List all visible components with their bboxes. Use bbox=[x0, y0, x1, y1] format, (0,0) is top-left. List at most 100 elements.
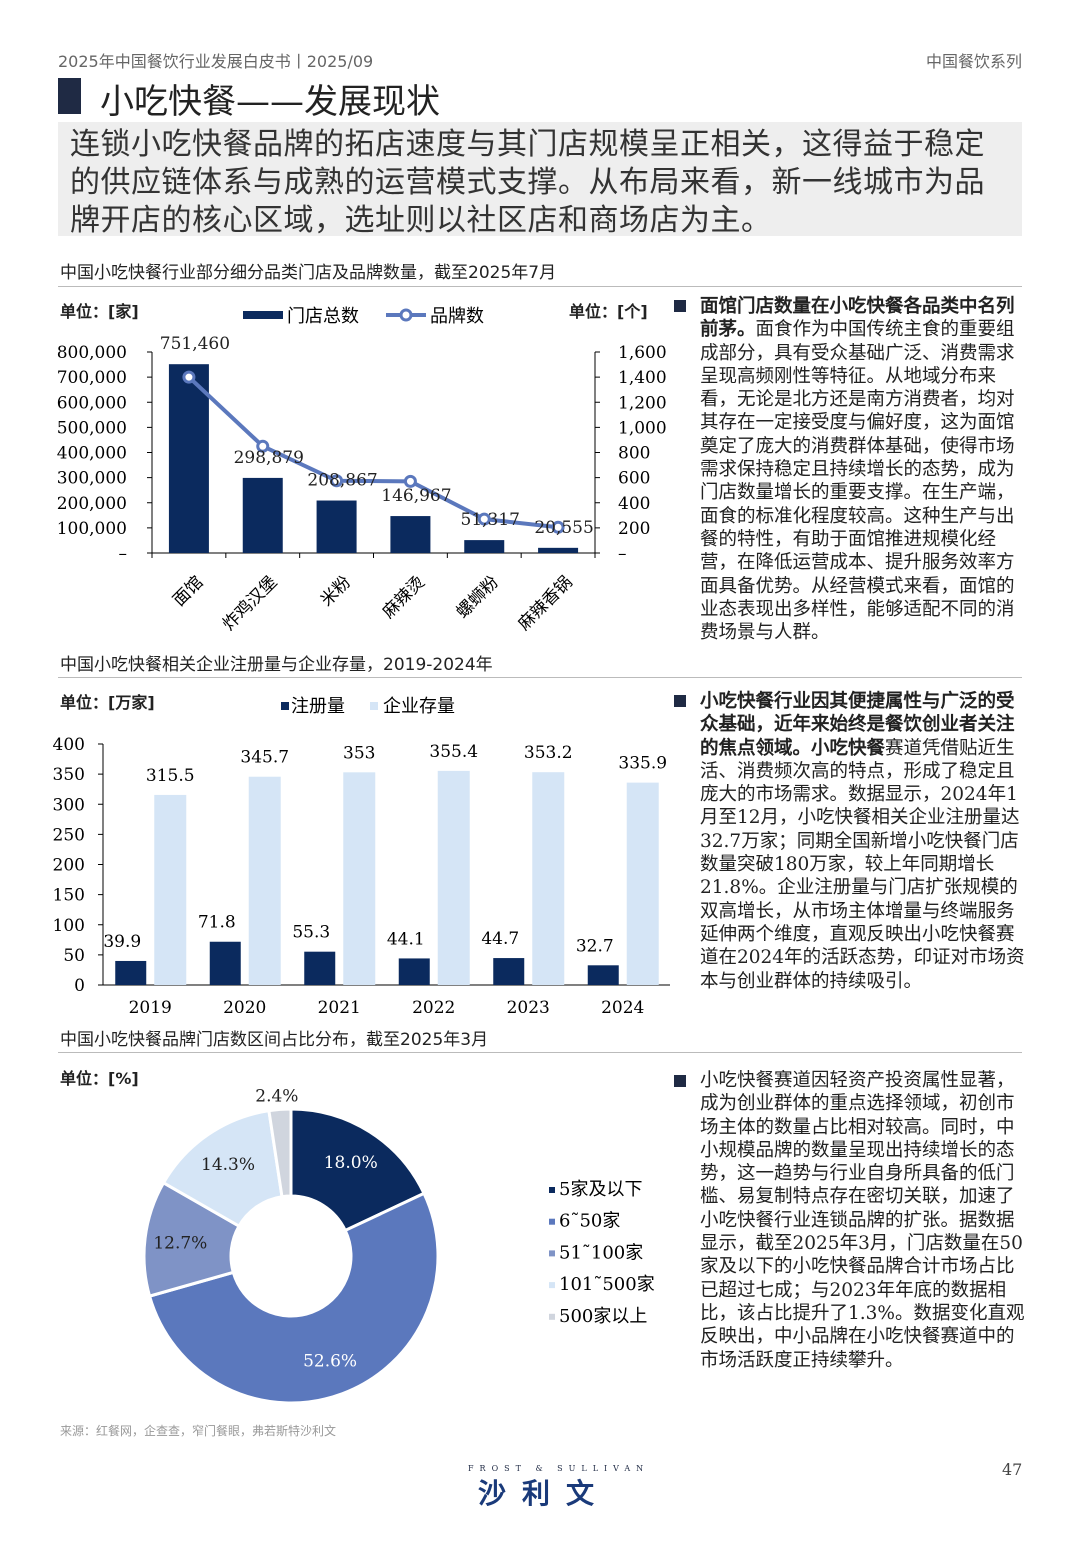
bar-stock bbox=[248, 776, 281, 985]
bullet-icon bbox=[674, 300, 686, 312]
bar-value-label: 44.1 bbox=[387, 929, 425, 949]
bar-registrations bbox=[493, 958, 525, 985]
y-tick-right: 1,400 bbox=[618, 368, 667, 388]
bar-stock bbox=[154, 794, 187, 985]
y-tick-right: 400 bbox=[618, 494, 650, 514]
chart-brand-distribution: 18.0% 52.6% 12.7% 14.3% 2.4% 5家及以下 6˜50家 51˜100… bbox=[142, 1086, 655, 1405]
x-tick-label: 2020 bbox=[223, 998, 266, 1018]
bar-value-label: 353.2 bbox=[524, 743, 573, 763]
slice-label: 2.4% bbox=[255, 1086, 298, 1106]
legend-label: 51˜100家 bbox=[559, 1242, 643, 1263]
y-tick-right: 200 bbox=[618, 519, 650, 539]
point-brands bbox=[330, 474, 344, 488]
legend-label-stock: 企业存量 bbox=[383, 696, 455, 717]
bar-stores bbox=[464, 540, 505, 553]
bar-value-label: 353 bbox=[343, 743, 375, 763]
x-tick-label: 螺蛳粉 bbox=[453, 572, 503, 622]
x-tick-label: 2022 bbox=[412, 998, 455, 1018]
x-tick-label: 麻辣香锅 bbox=[514, 572, 576, 634]
logo-en: FROST & SULLIVAN bbox=[468, 1464, 650, 1473]
section1-text: 面馆门店数量在小吃快餐各品类中名列前茅。面食作为中国传统主食的重要组成部分，具有… bbox=[700, 295, 1030, 644]
chart-registrations: 0 50 100 150 200 250 300 350 400 39.9 315.5 2019 71.… bbox=[53, 696, 670, 1018]
bar-value-label: 39.9 bbox=[103, 932, 141, 952]
bar-registrations bbox=[304, 951, 336, 985]
chart3-title: 中国小吃快餐品牌门店数区间占比分布，截至2025年3月 bbox=[60, 1030, 489, 1050]
bar-value-label: 335.9 bbox=[618, 754, 667, 774]
chart-stores-brands: – – 100,000 200 200,000 400 300,000 600 400,000 8… bbox=[57, 306, 667, 635]
bar-value-label: 345.7 bbox=[240, 748, 289, 768]
legend-label: 5家及以下 bbox=[559, 1179, 642, 1200]
pie-slice bbox=[289, 1107, 427, 1233]
bar-registrations bbox=[209, 941, 241, 985]
y-tick-left: 700,000 bbox=[57, 368, 127, 388]
bar-value-label: 44.7 bbox=[481, 929, 519, 949]
bar-stores bbox=[390, 516, 431, 553]
slice-label: 12.7% bbox=[153, 1233, 207, 1253]
y-tick-right: – bbox=[618, 544, 627, 564]
divider bbox=[58, 677, 1022, 678]
y-tick-left: 400,000 bbox=[57, 444, 127, 464]
source-note: 来源：红餐网，企查查，窄门餐眼，弗若斯特沙利文 bbox=[60, 1424, 337, 1438]
point-brands bbox=[551, 520, 565, 534]
y-tick-right: 800 bbox=[618, 444, 650, 464]
title-marker bbox=[58, 78, 81, 114]
point-brands bbox=[256, 439, 270, 453]
chart2-unit: 单位：[万家] bbox=[60, 693, 155, 712]
legend-swatch bbox=[549, 1187, 555, 1193]
y-tick: 200 bbox=[53, 856, 85, 876]
bullet-icon bbox=[674, 1075, 686, 1087]
section2-body: 赛道凭借贴近生活、消费频次高的特点，形成了稳定且庞大的市场需求。数据显示，202… bbox=[700, 737, 1025, 992]
section1-body: 面食作为中国传统主食的重要组成部分，具有受众基础广泛、消费需求呈现高频刚性等特征… bbox=[700, 319, 1015, 644]
y-tick: 100 bbox=[53, 916, 85, 936]
legend-swatch bbox=[549, 1282, 555, 1289]
bar-value-label: 20,555 bbox=[534, 518, 593, 538]
slice-label: 14.3% bbox=[201, 1155, 255, 1175]
legend-swatch bbox=[549, 1250, 555, 1257]
pie-slice bbox=[147, 1191, 440, 1405]
x-tick-label: 米粉 bbox=[317, 572, 355, 610]
pie-slice bbox=[267, 1107, 293, 1199]
divider bbox=[58, 1052, 1022, 1053]
divider bbox=[58, 286, 1022, 287]
bullet-icon bbox=[674, 695, 686, 707]
y-tick-left: 300,000 bbox=[57, 469, 127, 489]
bar-registrations bbox=[587, 965, 619, 985]
y-tick-right: 600 bbox=[618, 469, 650, 489]
page-number: 47 bbox=[1002, 1460, 1023, 1479]
bar-stock bbox=[626, 782, 659, 985]
bar-registrations bbox=[398, 958, 430, 985]
legend-label: 101˜500家 bbox=[559, 1274, 655, 1295]
x-tick-label: 麻辣烫 bbox=[379, 572, 429, 622]
bar-stores bbox=[242, 477, 283, 553]
slice-label: 52.6% bbox=[303, 1351, 357, 1371]
legend-label: 6˜50家 bbox=[559, 1211, 620, 1232]
y-tick-right: 1,600 bbox=[618, 343, 667, 363]
bar-stores bbox=[538, 547, 579, 553]
legend-label: 500家以上 bbox=[559, 1306, 647, 1327]
point-brands bbox=[403, 474, 417, 488]
legend-marker-brands bbox=[399, 308, 413, 322]
logo: 沙利文 bbox=[478, 1477, 611, 1510]
legend-label-registrations: 注册量 bbox=[291, 696, 345, 717]
y-tick: 150 bbox=[53, 886, 85, 906]
chart1-title: 中国小吃快餐行业部分细分品类门店及品牌数量，截至2025年7月 bbox=[60, 263, 557, 283]
y-tick-left: 200,000 bbox=[57, 494, 127, 514]
legend-label-brands: 品牌数 bbox=[430, 306, 484, 327]
y-tick: 50 bbox=[63, 946, 85, 966]
bar-registrations bbox=[115, 960, 147, 985]
legend-swatch-stores bbox=[243, 311, 283, 319]
chart3-unit: 单位：[%] bbox=[60, 1069, 139, 1088]
section2-lead: 小吃快餐行业因其便捷属性与广泛的受众基础，近年来始终是餐饮创业者关注的焦点领域。… bbox=[700, 691, 1015, 759]
slice-label: 18.0% bbox=[324, 1153, 378, 1173]
pie-slice bbox=[161, 1108, 284, 1229]
legend-swatch bbox=[549, 1313, 555, 1320]
bar-value-label: 751,460 bbox=[160, 334, 230, 354]
y-tick: 400 bbox=[53, 735, 85, 755]
legend-label-stores: 门店总数 bbox=[287, 306, 359, 327]
x-tick-label: 面馆 bbox=[169, 572, 207, 610]
legend-swatch bbox=[549, 1218, 555, 1225]
point-brands bbox=[182, 370, 196, 384]
y-tick-left: 500,000 bbox=[57, 418, 127, 438]
y-tick: 250 bbox=[53, 825, 85, 845]
y-tick-left: – bbox=[119, 544, 128, 564]
